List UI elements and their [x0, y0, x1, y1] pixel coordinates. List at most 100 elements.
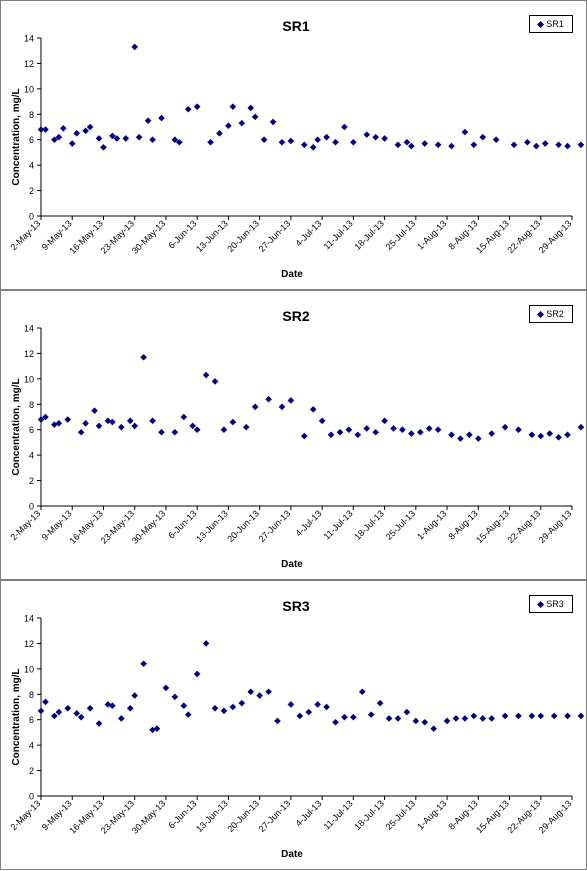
x-ticks: 2-May-139-May-1316-May-1323-May-1330-May…: [8, 796, 573, 836]
y-tick-label: 2: [29, 766, 34, 776]
data-point: [564, 142, 571, 150]
data-point: [60, 124, 67, 132]
data-point: [42, 698, 49, 706]
data-point: [149, 726, 156, 734]
data-point: [265, 688, 272, 696]
data-point: [202, 371, 210, 379]
data-point: [37, 416, 45, 423]
y-tick-label: 14: [24, 34, 34, 44]
x-tick-label: 29-Aug-13: [537, 508, 574, 545]
data-point: [140, 353, 147, 361]
x-tick-label: 18-Jul-13: [352, 508, 386, 542]
data-point: [265, 395, 272, 403]
data-point: [457, 435, 464, 442]
data-point: [425, 425, 433, 432]
data-point: [287, 701, 295, 708]
y-tick-label: 0: [29, 792, 34, 802]
data-point: [314, 701, 321, 708]
data-point: [180, 413, 188, 421]
x-tick-label: 15-Aug-13: [474, 218, 511, 255]
data-point: [408, 430, 415, 437]
data-point: [251, 113, 259, 121]
x-tick-label: 13-Jun-13: [194, 798, 230, 834]
data-point: [376, 699, 384, 707]
data-point: [193, 670, 201, 678]
data-point: [207, 138, 214, 146]
data-point: [550, 712, 558, 720]
data-point: [470, 141, 478, 149]
x-tick-label: 18-Jul-13: [352, 798, 386, 832]
data-point: [42, 413, 49, 421]
data-point: [126, 704, 134, 712]
data-point: [193, 103, 201, 110]
data-point: [122, 135, 130, 142]
x-tick-label: 6-Jun-13: [166, 218, 198, 250]
data-point: [350, 713, 357, 721]
data-point: [555, 141, 562, 149]
data-point: [216, 130, 223, 137]
data-point: [300, 141, 308, 149]
data-point: [403, 708, 411, 716]
x-tick-label: 27-Jun-13: [257, 218, 293, 254]
chart-title: SR1: [282, 18, 309, 34]
y-tick-label: 10: [24, 664, 34, 674]
y-tick-label: 0: [29, 212, 34, 222]
data-point: [51, 136, 58, 144]
data-point: [86, 704, 94, 712]
data-point: [131, 43, 139, 51]
y-axis-label: Concentration, mg/L: [11, 88, 22, 185]
data-point: [372, 428, 379, 436]
data-point: [399, 426, 406, 434]
data-point: [162, 684, 170, 692]
chart-svg: SR2 Concentration, mg/L Date 0 2 4 6 8 10 12 14…: [8, 308, 585, 570]
data-point: [564, 431, 571, 439]
data-point: [64, 416, 72, 423]
y-tick-label: 6: [29, 715, 34, 725]
data-point: [256, 692, 263, 699]
data-point: [100, 144, 107, 151]
x-axis-label: Date: [281, 849, 303, 860]
data-point: [309, 144, 317, 151]
data-point: [55, 133, 63, 141]
data-point: [336, 428, 344, 436]
data-points: [37, 353, 585, 442]
chart-panel-3: SR3 Concentration, mg/L Date 0 2 4 6 8 10 12 14…: [0, 580, 587, 870]
legend-label: SR3: [546, 599, 564, 609]
data-point: [470, 712, 478, 720]
data-point: [430, 725, 437, 732]
y-tick-label: 8: [29, 110, 34, 120]
data-point: [82, 127, 89, 135]
legend-label: SR2: [546, 309, 564, 319]
data-point: [537, 712, 545, 720]
data-point: [118, 715, 125, 722]
legend: SR2: [529, 305, 573, 323]
legend-marker: [537, 20, 545, 28]
x-tick-label: 22-Aug-13: [505, 798, 542, 835]
y-tick-label: 10: [24, 374, 34, 384]
data-point: [140, 660, 147, 668]
data-point: [287, 397, 295, 404]
data-point: [394, 141, 402, 149]
x-tick-label: 4-Jul-13: [293, 798, 323, 828]
data-point: [541, 140, 549, 147]
x-tick-label: 4-Jul-13: [293, 508, 323, 538]
y-tick-label: 4: [29, 451, 34, 461]
data-point: [332, 138, 339, 146]
data-point: [211, 704, 219, 712]
x-tick-label: 29-Aug-13: [537, 218, 574, 255]
x-tick-label: 27-Jun-13: [257, 508, 293, 544]
data-point: [260, 136, 268, 144]
data-point: [358, 688, 366, 696]
data-point: [211, 378, 219, 385]
x-axis-label: Date: [281, 559, 303, 570]
data-point: [158, 114, 165, 122]
y-ticks: 0 2 4 6 8 10 12 14: [24, 34, 41, 222]
legend-marker: [537, 600, 545, 608]
y-tick-label: 2: [29, 476, 34, 486]
data-point: [537, 432, 545, 440]
data-point: [577, 712, 585, 720]
y-axis-label: Concentration, mg/L: [11, 378, 22, 475]
data-point: [171, 136, 179, 144]
data-point: [171, 693, 179, 701]
data-point: [180, 702, 188, 710]
